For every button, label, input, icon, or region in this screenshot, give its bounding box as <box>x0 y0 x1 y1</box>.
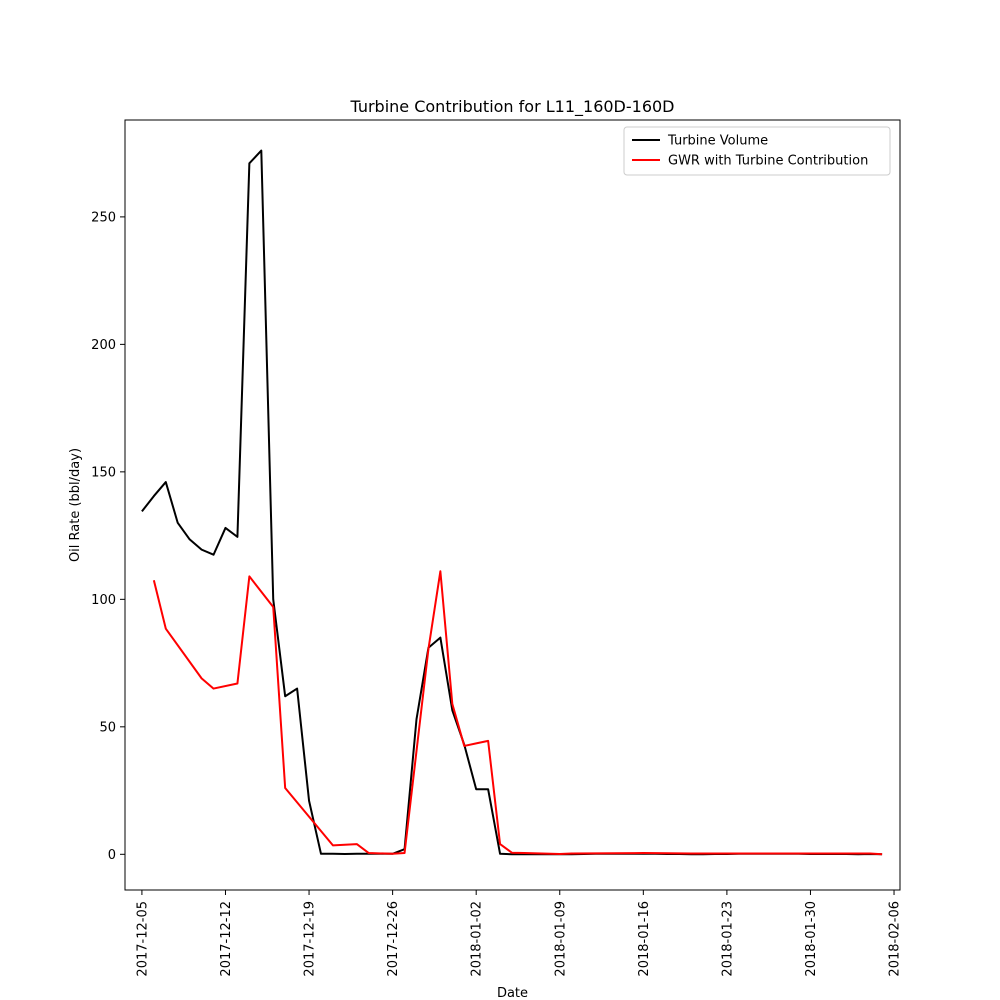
y-axis-title: Oil Rate (bbl/day) <box>68 448 83 562</box>
y-tick-label: 0 <box>108 848 116 863</box>
x-tick-label: 2018-01-16 <box>637 901 652 977</box>
x-axis: 2017-12-05 2017-12-12 2017-12-19 2017-12-26… <box>135 890 903 977</box>
y-tick-label: 50 <box>99 720 116 735</box>
plot-frame <box>124 119 901 891</box>
x-tick-label: 2017-12-19 <box>303 901 318 977</box>
legend: Turbine Volume GWR with Turbine Contribut… <box>623 126 891 176</box>
series-layer <box>141 149 883 856</box>
x-tick-label: 2017-12-26 <box>386 901 401 977</box>
x-tick-label: 2017-12-05 <box>135 901 150 977</box>
y-tick-label: 100 <box>91 593 116 608</box>
x-axis-title: Date <box>497 986 528 1000</box>
y-tick-label: 150 <box>91 465 116 480</box>
x-tick-label: 2018-01-30 <box>804 901 819 977</box>
x-tick-label: 2018-01-09 <box>553 901 568 977</box>
x-tick-label: 2018-02-06 <box>888 901 903 977</box>
legend-label-1: Turbine Volume <box>667 134 768 149</box>
y-tick-label: 250 <box>91 210 116 225</box>
y-tick-label: 200 <box>91 338 116 353</box>
chart-title: Turbine Contribution for L11_160D-160D <box>349 97 674 117</box>
legend-label-2: GWR with Turbine Contribution <box>668 154 868 169</box>
series-line-2 <box>152 570 883 856</box>
x-tick-label: 2018-01-02 <box>470 901 485 977</box>
x-tick-label: 2018-01-23 <box>720 901 735 977</box>
legend-box <box>623 126 891 176</box>
y-axis: 0 50 100 150 200 250 <box>91 210 125 863</box>
x-tick-label: 2017-12-12 <box>219 901 234 977</box>
